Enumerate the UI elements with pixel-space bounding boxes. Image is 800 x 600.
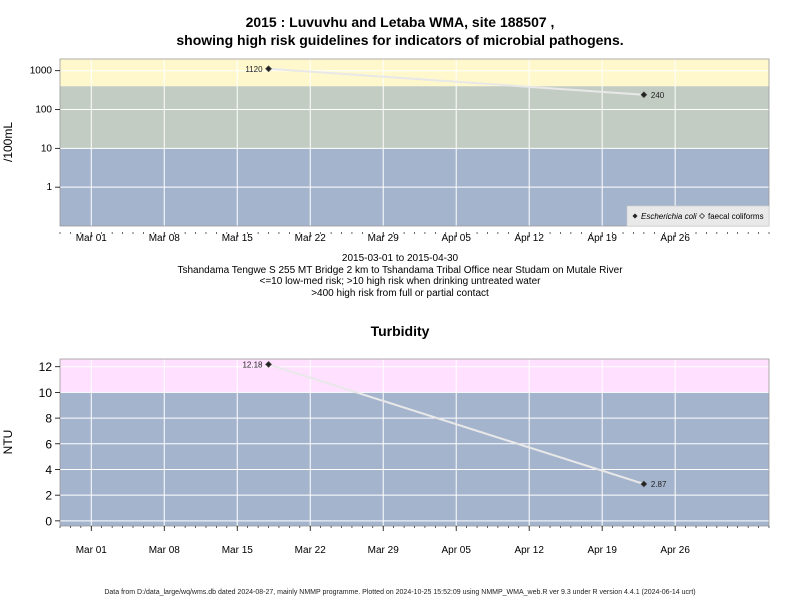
y-tick-label: 0: [45, 514, 52, 528]
legend-entry: Escherichia coli: [641, 212, 697, 221]
x-tick-label: Apr 26: [660, 233, 690, 244]
y-tick-label: 8: [45, 412, 52, 426]
x-tick-label: Mar 29: [368, 233, 400, 244]
risk-zone: [60, 392, 769, 526]
y-axis-label: /100mL: [1, 122, 15, 162]
x-tick-label: Apr 05: [441, 233, 471, 244]
x-tick-label: Mar 01: [76, 545, 108, 556]
data-point: [265, 360, 272, 368]
y-axis-label: NTU: [1, 430, 15, 455]
y-tick-label: 100: [35, 105, 52, 116]
legend-box: [626, 205, 770, 227]
x-tick-label: Mar 08: [149, 545, 181, 556]
plot-frame: [59, 58, 770, 227]
x-tick-label: Apr 05: [441, 545, 471, 556]
x-tick-label: Mar 01: [76, 233, 108, 244]
chart-panel-2: 0 2 4 6 8 10 12 NTU Mar 01 Mar 08 Mar 15 Mar 22 Mar …: [1, 358, 770, 556]
legend-marker: [699, 213, 705, 219]
risk-zone: [60, 359, 769, 393]
caption-date-range: 2015-03-01 to 2015-04-30: [341, 253, 459, 264]
x-tick-label: Apr 26: [660, 545, 690, 556]
turbidity-title: Turbidity: [370, 323, 430, 339]
data-point: [640, 91, 648, 99]
chart-subtitle: showing high risk guidelines for indicat…: [176, 32, 624, 48]
caption-contact-guideline: >400 high risk from full or partial cont…: [311, 287, 489, 299]
data-label: 2.87: [651, 480, 667, 489]
x-tick-label: Apr 12: [514, 545, 544, 556]
legend-entry: faecal coliforms: [708, 212, 764, 221]
risk-zone: [60, 86, 769, 149]
caption-site: Tshandama Tengwe S 255 MT Bridge 2 km to…: [177, 264, 623, 276]
data-label: 1120: [245, 65, 263, 74]
x-tick-label: Mar 29: [368, 545, 400, 556]
risk-zone: [60, 59, 769, 87]
data-point: [640, 480, 648, 488]
y-tick-label: 10: [39, 386, 53, 400]
x-tick-label: Mar 22: [295, 545, 327, 556]
chart-panel-1: 1 10 100 1000/100mL Mar 01 Mar 08 Mar 15 Mar 22…: [1, 58, 770, 244]
legend-marker: [632, 213, 638, 219]
x-tick-label: Apr 19: [587, 545, 617, 556]
chart-title: 2015 : Luvuvhu and Letaba WMA, site 1885…: [245, 14, 555, 30]
y-tick-label: 1000: [30, 66, 53, 77]
x-tick-label: Apr 19: [587, 233, 617, 244]
y-tick-label: 6: [45, 437, 52, 451]
x-tick-label: Apr 12: [514, 233, 544, 244]
series-line: [268, 67, 644, 96]
data-label: 12.18: [242, 360, 263, 369]
y-tick-label: 12: [39, 360, 53, 374]
data-label: 240: [651, 91, 665, 100]
x-tick-label: Mar 15: [222, 233, 254, 244]
y-tick-label: 10: [41, 143, 53, 154]
y-tick-label: 1: [46, 182, 52, 193]
series-line: [268, 363, 645, 485]
x-tick-label: Mar 15: [222, 545, 254, 556]
x-tick-label: Mar 22: [295, 233, 327, 244]
caption-drinking-guideline: <=10 low-med risk; >10 high risk when dr…: [259, 276, 541, 287]
y-tick-label: 4: [45, 463, 52, 477]
x-tick-label: Mar 08: [149, 233, 181, 244]
footer-note: Data from D:/data_large/wq/wms.db dated …: [104, 589, 696, 596]
y-tick-label: 2: [45, 489, 52, 503]
legend: Escherichia coli faecal coliforms: [626, 205, 770, 227]
data-point: [265, 65, 272, 73]
